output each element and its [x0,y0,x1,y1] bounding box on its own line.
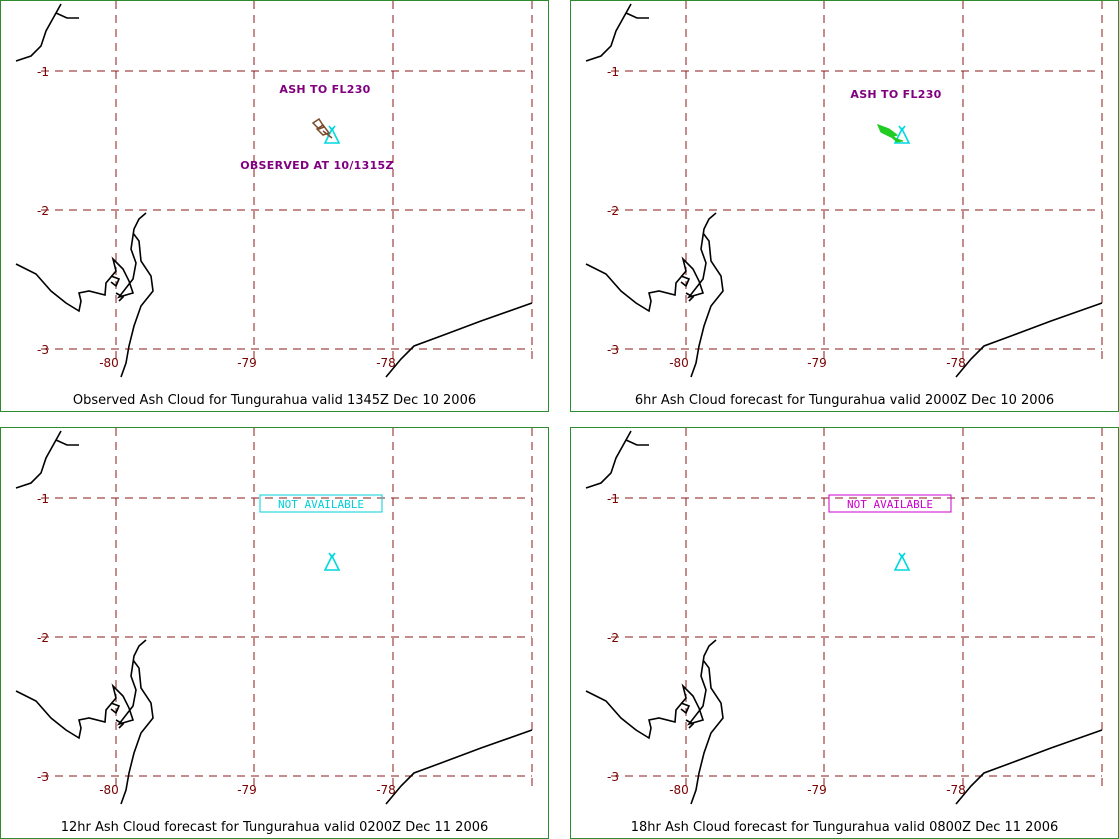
lat-label: -3 [607,770,619,784]
border-line [955,302,1103,378]
lon-label: -80 [99,783,119,797]
lat-label: -2 [607,204,619,218]
ash-shape [315,123,331,136]
map-panel-6hr: -1 -2 -3 -80 -79 -78 ASH TO FL230 6hr Ash Clou… [570,0,1119,412]
lat-label: -2 [37,204,49,218]
volcano-plume [328,552,336,559]
volcano-triangle [893,127,911,144]
map-panel-12hr: -1 -2 -3 -80 -79 -78 NOT AVAILABLE 12hr Ash Cl… [0,427,549,839]
lat-label: -3 [607,343,619,357]
lon-label: -78 [376,356,396,370]
coastline-gulf [585,212,724,378]
map-canvas: -1 -2 -3 -80 -79 -78 ASH TO FL230 [585,1,1103,378]
panel-caption: Observed Ash Cloud for Tungurahua valid … [72,393,477,408]
ash-cloud-forecast [876,123,904,143]
border-line [385,729,533,805]
map-canvas: -1 -2 -3 -80 -79 -78 NOT AVAILABLE [15,428,533,805]
volcano-icon [893,125,911,144]
lon-label: -79 [237,356,257,370]
panel-caption: 12hr Ash Cloud forecast for Tungurahua v… [60,820,489,835]
lon-label: -79 [807,356,827,370]
lat-label: -3 [37,770,49,784]
lon-label: -80 [669,356,689,370]
status-frame [828,494,952,513]
coastline-north [15,3,79,62]
ash-height-label: ASH TO FL230 [850,88,941,101]
lon-label: -80 [99,356,119,370]
border-line [385,302,533,378]
lon-label: -79 [237,783,257,797]
ash-shape [322,130,333,139]
panel-caption: 6hr Ash Cloud forecast for Tungurahua va… [634,393,1055,408]
coastline-gulf [585,639,724,805]
not-available-box: NOT AVAILABLE [259,494,383,513]
lat-label: -3 [37,343,49,357]
lon-label: -79 [807,783,827,797]
lon-label: -78 [376,783,396,797]
coastline-islands [680,702,695,729]
coastline-islands [680,275,695,302]
lat-label: -2 [607,631,619,645]
map-panel-observed: -1 -2 -3 -80 -79 -78 ASH TO FL230 OBSERVED AT 1… [0,0,549,412]
lat-label: -1 [37,65,49,79]
volcano-icon [893,552,911,571]
graticule [611,1,1103,361]
volcano-plume [898,552,906,559]
volcano-icon [323,552,341,571]
lon-label: -78 [946,356,966,370]
ash-cloud-polygon [311,117,333,139]
volcano-triangle [323,554,341,571]
ash-height-label: ASH TO FL230 [279,83,370,96]
volcano-plume [898,125,906,132]
coastline-islands [110,275,125,302]
graticule [611,428,1103,788]
map-canvas: -1 -2 -3 -80 -79 -78 ASH TO FL230 OBSERVED AT 1… [15,1,533,378]
lat-label: -1 [607,65,619,79]
status-text: NOT AVAILABLE [278,498,364,511]
graticule [41,1,533,361]
coastline-north [585,430,649,489]
lat-label: -1 [37,492,49,506]
border-line [955,729,1103,805]
observed-time-label: OBSERVED AT 10/1315Z [240,159,394,172]
coastline-north [585,3,649,62]
volcano-triangle [893,554,911,571]
coastline-islands [110,702,125,729]
ash-shape [876,123,899,138]
lat-label: -2 [37,631,49,645]
map-canvas: -1 -2 -3 -80 -79 -78 NOT AVAILABLE [585,428,1103,805]
coastline-gulf [15,212,154,378]
status-text: NOT AVAILABLE [847,498,933,511]
coastline-north [15,430,79,489]
lon-label: -78 [946,783,966,797]
status-frame [259,494,383,513]
map-panel-18hr: -1 -2 -3 -80 -79 -78 NOT AVAILABLE 18hr Ash Cl… [570,427,1119,839]
lon-label: -80 [669,783,689,797]
not-available-box: NOT AVAILABLE [828,494,952,513]
panel-caption: 18hr Ash Cloud forecast for Tungurahua v… [630,820,1059,835]
volcano-plume [328,125,336,132]
coastline-gulf [15,639,154,805]
ash-shape [886,132,904,143]
lat-label: -1 [607,492,619,506]
graticule [41,428,533,788]
